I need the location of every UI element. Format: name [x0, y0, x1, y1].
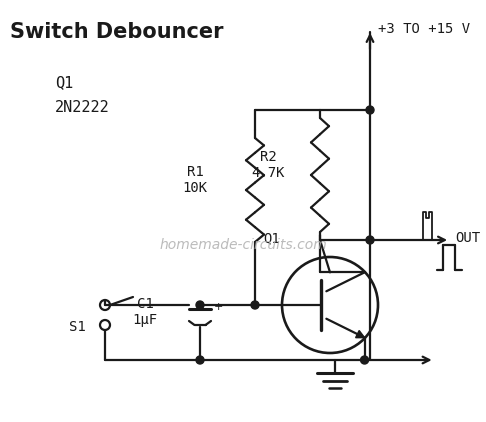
Text: Q1: Q1	[55, 75, 73, 90]
Circle shape	[366, 236, 374, 244]
Circle shape	[251, 301, 259, 309]
Text: Q1: Q1	[263, 231, 280, 245]
Text: R2
4.7K: R2 4.7K	[251, 150, 285, 180]
Text: homemade-circuits.com: homemade-circuits.com	[159, 238, 327, 252]
Circle shape	[196, 356, 204, 364]
Text: +3 TO +15 V: +3 TO +15 V	[378, 22, 470, 36]
Text: +: +	[214, 302, 224, 312]
Text: OUT: OUT	[455, 231, 480, 245]
Circle shape	[196, 301, 204, 309]
Text: 2N2222: 2N2222	[55, 100, 110, 115]
Text: Switch Debouncer: Switch Debouncer	[10, 22, 224, 42]
Circle shape	[361, 356, 368, 364]
Text: C1
1μF: C1 1μF	[133, 297, 157, 327]
Polygon shape	[356, 330, 364, 338]
Circle shape	[366, 106, 374, 114]
Text: S1: S1	[69, 320, 86, 334]
Text: R1
10K: R1 10K	[182, 165, 208, 195]
